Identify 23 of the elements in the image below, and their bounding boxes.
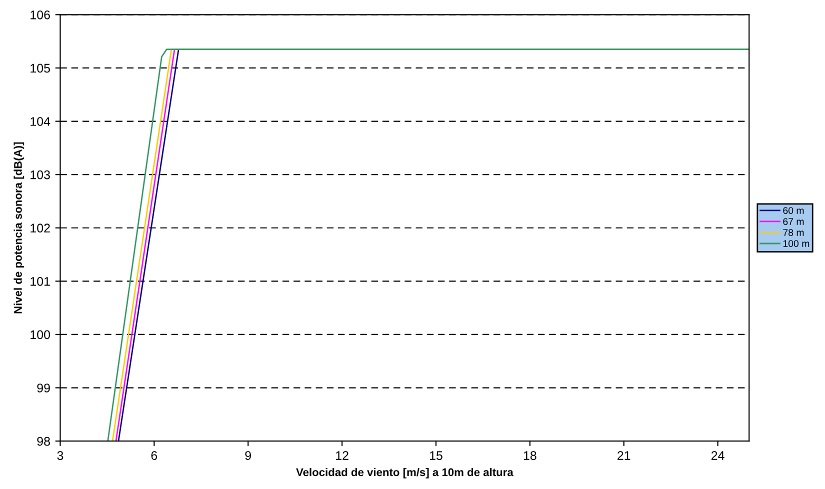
y-tick-label: 105: [30, 64, 50, 73]
y-tick-label: 100: [30, 330, 50, 340]
y-tick-label: 102: [30, 224, 50, 233]
x-tick-label: 21: [618, 451, 630, 460]
y-tick-label: 104: [30, 117, 50, 126]
x-axis-title: Velocidad de viento [m/s] a 10m de altura: [296, 468, 514, 478]
y-tick-label: 101: [30, 276, 50, 286]
x-tick-label: 15: [430, 451, 442, 460]
y-tick-label: 98: [37, 436, 50, 446]
y-axis-title: Nivel de potencia sonora [dB(A)]: [14, 142, 24, 314]
legend-label: 67 m: [783, 218, 804, 225]
legend-label: 100 m: [783, 240, 810, 247]
legend-label: 78 m: [783, 229, 804, 236]
x-tick-label: 6: [151, 451, 158, 460]
x-tick-label: 3: [57, 451, 64, 460]
y-tick-label: 103: [30, 170, 50, 180]
x-tick-label: 24: [711, 451, 724, 460]
y-tick-label: 99: [37, 384, 50, 392]
y-tick-label: 106: [30, 10, 50, 20]
x-tick-label: 9: [245, 451, 251, 460]
legend-label: 60 m: [783, 207, 804, 214]
x-tick-label: 12: [336, 451, 348, 460]
x-tick-label: 18: [524, 451, 536, 460]
